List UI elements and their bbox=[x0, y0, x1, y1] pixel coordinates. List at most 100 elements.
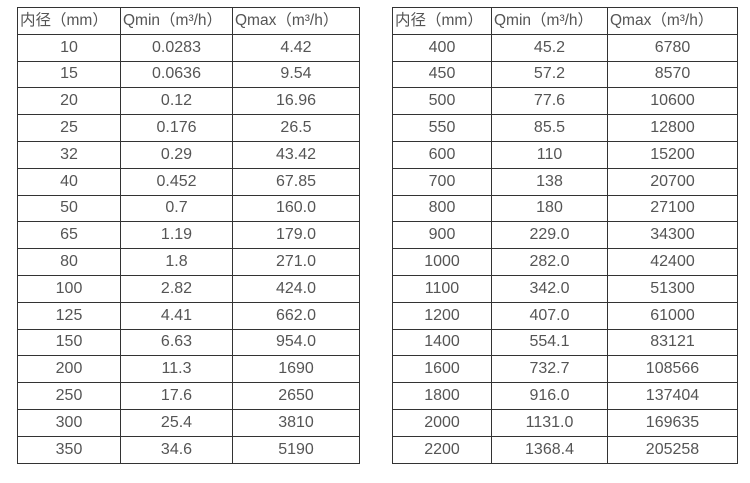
table-cell: 600 bbox=[392, 140, 492, 169]
table-cell: 450 bbox=[392, 60, 492, 89]
table-cell: 407.0 bbox=[491, 301, 608, 330]
table-cell: 732.7 bbox=[491, 355, 608, 384]
table-cell: 5190 bbox=[232, 435, 360, 464]
table-cell: 1131.0 bbox=[491, 408, 608, 437]
table-cell: 138 bbox=[491, 167, 608, 196]
table-cell: 85.5 bbox=[491, 114, 608, 142]
table-cell: 200 bbox=[17, 355, 121, 384]
table-cell: 11.3 bbox=[120, 355, 233, 384]
table-row: 250 17.6 2650 bbox=[17, 382, 360, 410]
table-cell: 27100 bbox=[607, 194, 738, 223]
table-cell: 150 bbox=[17, 328, 121, 357]
table-cell: 554.1 bbox=[491, 328, 608, 357]
table-row: 1100 342.0 51300 bbox=[392, 274, 738, 303]
table-row: 125 4.41 662.0 bbox=[17, 301, 360, 330]
table-cell: 4.42 bbox=[232, 33, 360, 62]
table-cell: 900 bbox=[392, 221, 492, 250]
table-cell: 0.0636 bbox=[120, 60, 233, 89]
table-cell: 400 bbox=[392, 33, 492, 62]
table-cell: 1690 bbox=[232, 355, 360, 384]
column-header-qmin: Qmin（m³/h） bbox=[491, 7, 608, 35]
table-cell: 45.2 bbox=[491, 33, 608, 62]
table-cell: 1100 bbox=[392, 274, 492, 303]
table-row: 2000 1131.0 169635 bbox=[392, 408, 738, 437]
table-body: 400 45.2 6780 450 57.2 8570 500 77.6 10600 550 85.… bbox=[392, 33, 738, 464]
table-cell: 550 bbox=[392, 114, 492, 142]
table-cell: 61000 bbox=[607, 301, 738, 330]
table-cell: 137404 bbox=[607, 382, 738, 410]
table-row: 15 0.0636 9.54 bbox=[17, 60, 360, 89]
table-cell: 50 bbox=[17, 194, 121, 223]
column-header-diameter: 内径（mm） bbox=[392, 7, 492, 35]
column-header-qmax: Qmax（m³/h） bbox=[232, 7, 360, 35]
header-row: 内径（mm） Qmin（m³/h） Qmax（m³/h） bbox=[17, 7, 360, 35]
table-cell: 10600 bbox=[607, 87, 738, 116]
table-cell: 179.0 bbox=[232, 221, 360, 250]
table-row: 400 45.2 6780 bbox=[392, 33, 738, 62]
table-row: 40 0.452 67.85 bbox=[17, 167, 360, 196]
table-cell: 2.82 bbox=[120, 274, 233, 303]
table-cell: 42400 bbox=[607, 248, 738, 276]
table-cell: 65 bbox=[17, 221, 121, 250]
table-cell: 800 bbox=[392, 194, 492, 223]
table-row: 550 85.5 12800 bbox=[392, 114, 738, 142]
table-cell: 6.63 bbox=[120, 328, 233, 357]
table-cell: 350 bbox=[17, 435, 121, 464]
table-cell: 700 bbox=[392, 167, 492, 196]
table-cell: 25.4 bbox=[120, 408, 233, 437]
flow-spec-table-large-diameters: 内径（mm） Qmin（m³/h） Qmax（m³/h） 400 45.2 6780… bbox=[392, 7, 738, 464]
table-row: 10 0.0283 4.42 bbox=[17, 33, 360, 62]
table-cell: 9.54 bbox=[232, 60, 360, 89]
table-cell: 15200 bbox=[607, 140, 738, 169]
table-cell: 169635 bbox=[607, 408, 738, 437]
table-cell: 229.0 bbox=[491, 221, 608, 250]
table-row: 100 2.82 424.0 bbox=[17, 274, 360, 303]
table-cell: 2000 bbox=[392, 408, 492, 437]
column-header-qmax: Qmax（m³/h） bbox=[607, 7, 738, 35]
table-cell: 25 bbox=[17, 114, 121, 142]
table-cell: 1368.4 bbox=[491, 435, 608, 464]
column-header-qmin: Qmin（m³/h） bbox=[120, 7, 233, 35]
table-row: 1400 554.1 83121 bbox=[392, 328, 738, 357]
table-cell: 3810 bbox=[232, 408, 360, 437]
table-row: 300 25.4 3810 bbox=[17, 408, 360, 437]
table-row: 2200 1368.4 205258 bbox=[392, 435, 738, 464]
table-cell: 282.0 bbox=[491, 248, 608, 276]
table-cell: 916.0 bbox=[491, 382, 608, 410]
table-cell: 1.19 bbox=[120, 221, 233, 250]
table-cell: 300 bbox=[17, 408, 121, 437]
table-cell: 67.85 bbox=[232, 167, 360, 196]
table-cell: 1000 bbox=[392, 248, 492, 276]
table-row: 600 110 15200 bbox=[392, 140, 738, 169]
table-cell: 0.0283 bbox=[120, 33, 233, 62]
table-cell: 51300 bbox=[607, 274, 738, 303]
table-cell: 0.7 bbox=[120, 194, 233, 223]
table-cell: 662.0 bbox=[232, 301, 360, 330]
table-row: 150 6.63 954.0 bbox=[17, 328, 360, 357]
table-cell: 2200 bbox=[392, 435, 492, 464]
table-cell: 34.6 bbox=[120, 435, 233, 464]
table-cell: 8570 bbox=[607, 60, 738, 89]
table-cell: 250 bbox=[17, 382, 121, 410]
table-row: 50 0.7 160.0 bbox=[17, 194, 360, 223]
table-cell: 34300 bbox=[607, 221, 738, 250]
table-cell: 160.0 bbox=[232, 194, 360, 223]
table-row: 1800 916.0 137404 bbox=[392, 382, 738, 410]
table-cell: 1600 bbox=[392, 355, 492, 384]
table-row: 450 57.2 8570 bbox=[392, 60, 738, 89]
table-cell: 1200 bbox=[392, 301, 492, 330]
column-header-diameter: 内径（mm） bbox=[17, 7, 121, 35]
table-row: 900 229.0 34300 bbox=[392, 221, 738, 250]
table-cell: 26.5 bbox=[232, 114, 360, 142]
table-row: 350 34.6 5190 bbox=[17, 435, 360, 464]
table-cell: 0.452 bbox=[120, 167, 233, 196]
table-row: 25 0.176 26.5 bbox=[17, 114, 360, 142]
table-cell: 342.0 bbox=[491, 274, 608, 303]
table-row: 1000 282.0 42400 bbox=[392, 248, 738, 276]
table-cell: 110 bbox=[491, 140, 608, 169]
table-cell: 1400 bbox=[392, 328, 492, 357]
table-row: 1200 407.0 61000 bbox=[392, 301, 738, 330]
table-cell: 0.176 bbox=[120, 114, 233, 142]
table-row: 200 11.3 1690 bbox=[17, 355, 360, 384]
